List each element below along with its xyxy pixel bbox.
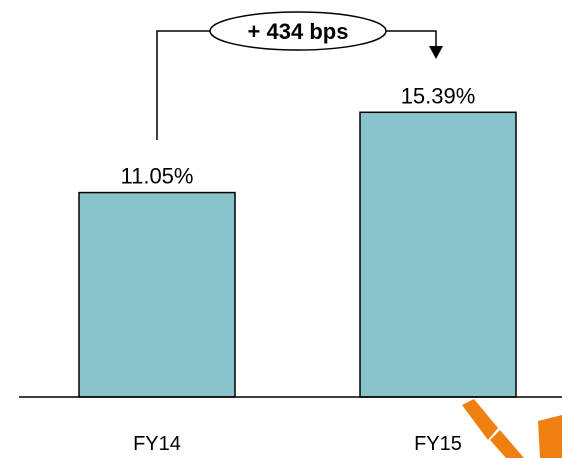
category-label-fy14: FY14 — [133, 433, 181, 455]
value-label-fy15: 15.39% — [401, 83, 476, 108]
callout-bubble — [209, 11, 387, 51]
callout-arrowhead-icon — [429, 46, 443, 59]
callout-connector-line — [156, 30, 437, 140]
bar-fy15 — [359, 111, 517, 398]
growth-callout: + 434 bps — [156, 11, 443, 140]
brand-logo-fragment-icon — [462, 399, 562, 458]
bars-group — [78, 111, 517, 398]
category-label-fy15: FY15 — [414, 433, 462, 455]
category-labels-group: FY14 FY15 — [133, 433, 462, 455]
value-labels-group: 11.05% 15.39% — [121, 83, 476, 188]
value-label-fy14: 11.05% — [121, 164, 194, 189]
bar-fy14 — [78, 191, 236, 398]
callout-label: + 434 bps — [248, 19, 349, 44]
